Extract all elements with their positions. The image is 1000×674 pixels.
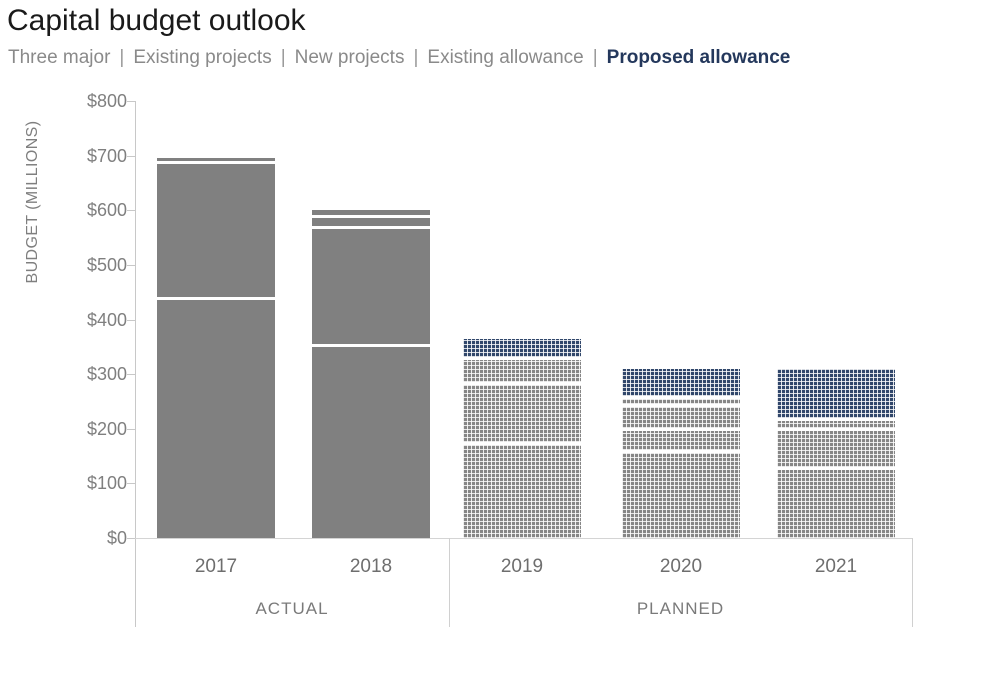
- y-tick-mark: [127, 428, 135, 430]
- y-tick-mark: [127, 374, 135, 376]
- y-axis-line: [135, 101, 136, 627]
- y-tick-label: $800: [86, 91, 127, 111]
- x-axis-label-2018: 2018: [349, 556, 393, 577]
- axis-group-label-planned: PLANNED: [636, 599, 725, 618]
- bar-segment-2019-new-projects: [463, 360, 581, 383]
- bar-segment-2017-new-projects: [157, 158, 275, 161]
- bar-segment-2021-proposed-allowance: [777, 368, 895, 418]
- x-axis-label-2021: 2021: [814, 556, 858, 577]
- bar-segment-2018-three-major: [312, 346, 430, 538]
- y-tick-label: $400: [86, 309, 127, 330]
- bar-segment-2020-proposed-allowance: [622, 368, 740, 396]
- legend-separator: |: [413, 47, 419, 68]
- bar-segment-2021-existing-projects: [777, 431, 895, 467]
- y-tick-mark: [127, 483, 135, 485]
- y-tick-label: $700: [86, 145, 127, 166]
- legend-item-existing-allowance: Existing allowance: [427, 47, 584, 68]
- bar-segment-2021-three-major: [777, 469, 895, 538]
- legend-item-new-projects: New projects: [294, 47, 405, 68]
- legend-separator: |: [119, 47, 125, 68]
- x-axis-label-2017: 2017: [194, 556, 238, 577]
- bar-segment-2021-new-projects: [777, 420, 895, 429]
- y-tick-label: $100: [86, 473, 127, 494]
- category-band-divider: [449, 538, 450, 627]
- x-axis-baseline: [135, 538, 912, 539]
- category-band-divider: [912, 538, 913, 627]
- bar-segment-2018-existing-projects: [312, 229, 430, 344]
- bar-segment-2020-existing-projects: [622, 431, 740, 451]
- bar-segment-2020-existing-allowance: [622, 398, 740, 404]
- y-tick-mark: [127, 319, 135, 321]
- bar-segment-2018-existing-allowance: [312, 210, 430, 216]
- x-axis-label-2020: 2020: [659, 556, 703, 577]
- y-tick-mark: [127, 101, 135, 102]
- legend-separator: |: [280, 47, 286, 68]
- legend-item-existing-projects: Existing projects: [133, 47, 272, 68]
- chart-legend: Three major | Existing projects | New projec…: [8, 47, 790, 69]
- y-tick-label: $500: [86, 254, 127, 275]
- y-tick-mark: [127, 264, 135, 266]
- y-tick-label: $0: [106, 528, 127, 548]
- page-title: Capital budget outlook: [7, 4, 306, 37]
- legend-item-proposed-allowance: Proposed allowance: [606, 47, 791, 68]
- bar-segment-2019-proposed-allowance: [463, 338, 581, 358]
- y-tick-label: $600: [86, 200, 127, 221]
- y-tick-mark: [127, 210, 135, 212]
- bar-segment-2019-existing-projects: [463, 385, 581, 443]
- legend-item-three-major: Three major: [8, 47, 111, 68]
- bar-segment-2020-new-projects: [622, 406, 740, 429]
- legend-separator: |: [592, 47, 598, 68]
- y-tick-mark: [127, 538, 135, 539]
- bar-segment-2020-three-major: [622, 453, 740, 538]
- bar-segment-2019-three-major: [463, 445, 581, 538]
- bar-segment-2018-new-projects: [312, 218, 430, 227]
- axis-group-label-actual: ACTUAL: [255, 599, 329, 618]
- bar-segment-2017-three-major: [157, 300, 275, 538]
- y-tick-mark: [127, 155, 135, 157]
- bar-segment-2017-existing-projects: [157, 163, 275, 298]
- x-axis-label-2019: 2019: [500, 556, 544, 577]
- y-tick-label: $200: [86, 418, 127, 439]
- y-tick-label: $300: [86, 364, 127, 385]
